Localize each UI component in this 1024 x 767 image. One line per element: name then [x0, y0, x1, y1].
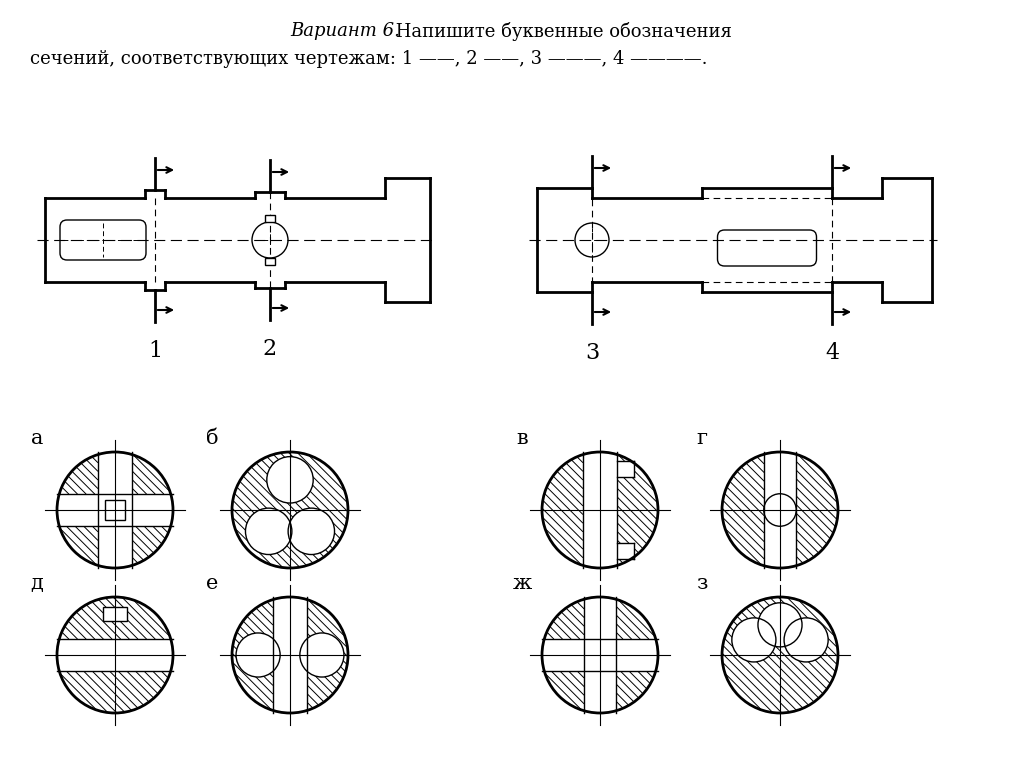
Circle shape — [246, 508, 292, 555]
Text: 3: 3 — [585, 342, 599, 364]
Text: е: е — [206, 574, 218, 593]
Circle shape — [267, 456, 313, 503]
Text: сечений, соответствующих чертежам: 1 ——, 2 ——, 3 ———, 4 ————.: сечений, соответствующих чертежам: 1 ——,… — [30, 50, 708, 68]
Bar — [57, 494, 173, 526]
Text: в: в — [516, 429, 527, 448]
Text: 2: 2 — [263, 338, 278, 360]
Text: з: з — [696, 574, 708, 593]
Circle shape — [732, 618, 776, 662]
Text: 4: 4 — [825, 342, 839, 364]
Text: г: г — [696, 429, 708, 448]
Bar — [617, 461, 634, 477]
Text: а: а — [31, 429, 43, 448]
Circle shape — [764, 494, 797, 526]
Text: Напишите буквенные обозначения: Напишите буквенные обозначения — [390, 22, 732, 41]
Bar — [265, 215, 275, 222]
Bar — [542, 639, 658, 671]
Circle shape — [758, 603, 802, 647]
Circle shape — [300, 633, 344, 677]
Bar — [265, 258, 275, 265]
Circle shape — [288, 508, 335, 555]
Bar — [764, 452, 797, 568]
Circle shape — [784, 618, 828, 662]
Text: 1: 1 — [147, 340, 162, 362]
Bar — [584, 597, 616, 713]
Text: б: б — [206, 429, 218, 448]
Text: ж: ж — [512, 574, 531, 593]
Text: Вариант 6.: Вариант 6. — [290, 22, 400, 40]
Bar — [272, 597, 307, 713]
Bar — [57, 639, 173, 671]
Text: д: д — [31, 574, 43, 593]
Bar — [617, 543, 634, 559]
Bar — [583, 452, 617, 568]
Circle shape — [237, 633, 281, 677]
Bar — [97, 452, 132, 568]
Bar — [104, 499, 125, 521]
Bar — [103, 607, 127, 621]
